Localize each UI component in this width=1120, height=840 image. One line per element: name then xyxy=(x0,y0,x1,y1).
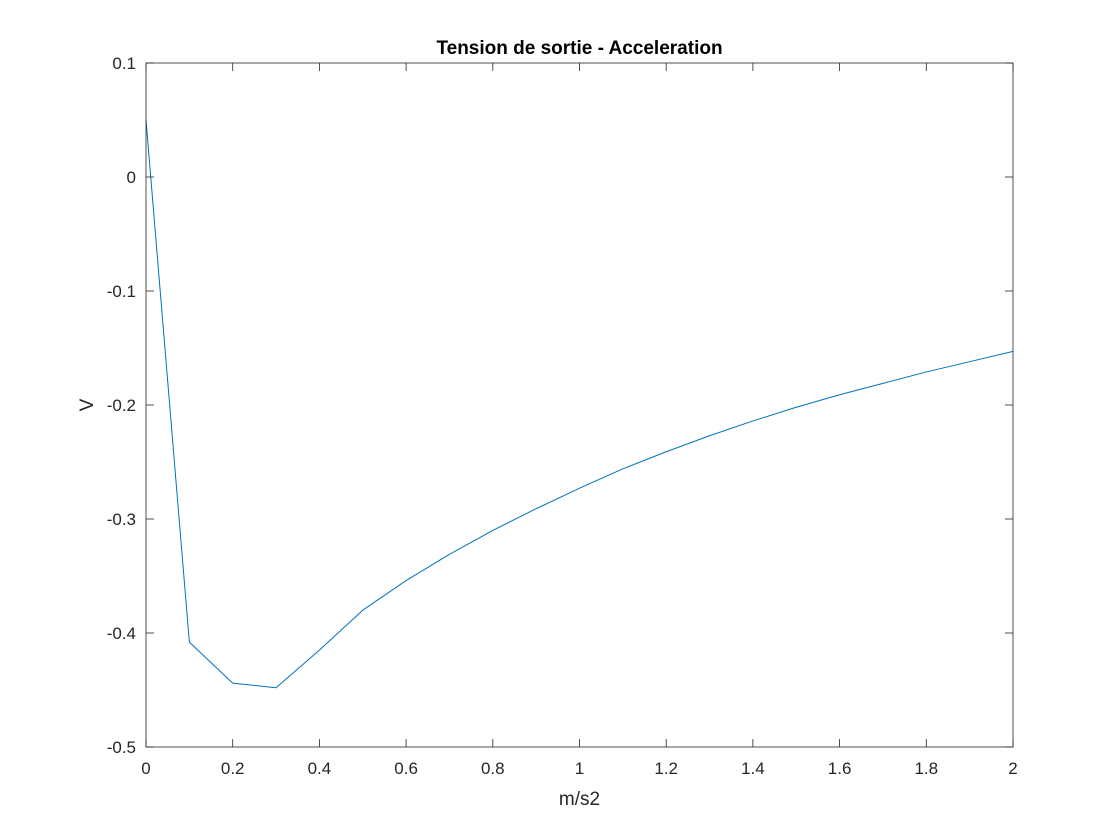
x-tick-label: 1.8 xyxy=(914,759,938,778)
x-tick-label: 2 xyxy=(1008,759,1017,778)
series-layer xyxy=(145,119,1014,689)
x-tick-label: 0.4 xyxy=(308,759,332,778)
x-tick-label: 0.2 xyxy=(221,759,245,778)
plot-area xyxy=(146,63,1013,747)
x-axis-label: m/s2 xyxy=(559,789,600,810)
x-tick-label: 1 xyxy=(575,759,584,778)
y-tick-label: -0.2 xyxy=(107,396,136,415)
y-tick-label: 0 xyxy=(127,168,136,187)
x-tick-label: 1.2 xyxy=(654,759,678,778)
chart-title: Tension de sortie - Acceleration xyxy=(436,38,722,59)
x-axis-ticks: 0 0.2 0.4 0.6 0.8 1 1.2 1.4 1.6 1.8 2 xyxy=(141,63,1018,778)
y-axis-label: V xyxy=(77,398,98,411)
y-tick-label: 0.1 xyxy=(112,54,136,73)
y-tick-label: -0.1 xyxy=(107,282,136,301)
x-tick-label: 0.8 xyxy=(481,759,505,778)
y-axis-ticks: 0.1 0 -0.1 -0.2 -0.3 -0.4 -0.5 xyxy=(107,54,1013,757)
x-tick-label: 0 xyxy=(141,759,150,778)
y-tick-label: -0.4 xyxy=(107,624,136,643)
x-tick-label: 0.6 xyxy=(394,759,418,778)
series-line xyxy=(145,119,1014,689)
x-tick-label: 1.4 xyxy=(741,759,765,778)
y-tick-label: -0.3 xyxy=(107,510,136,529)
y-tick-label: -0.5 xyxy=(107,738,136,757)
x-tick-label: 1.6 xyxy=(828,759,852,778)
